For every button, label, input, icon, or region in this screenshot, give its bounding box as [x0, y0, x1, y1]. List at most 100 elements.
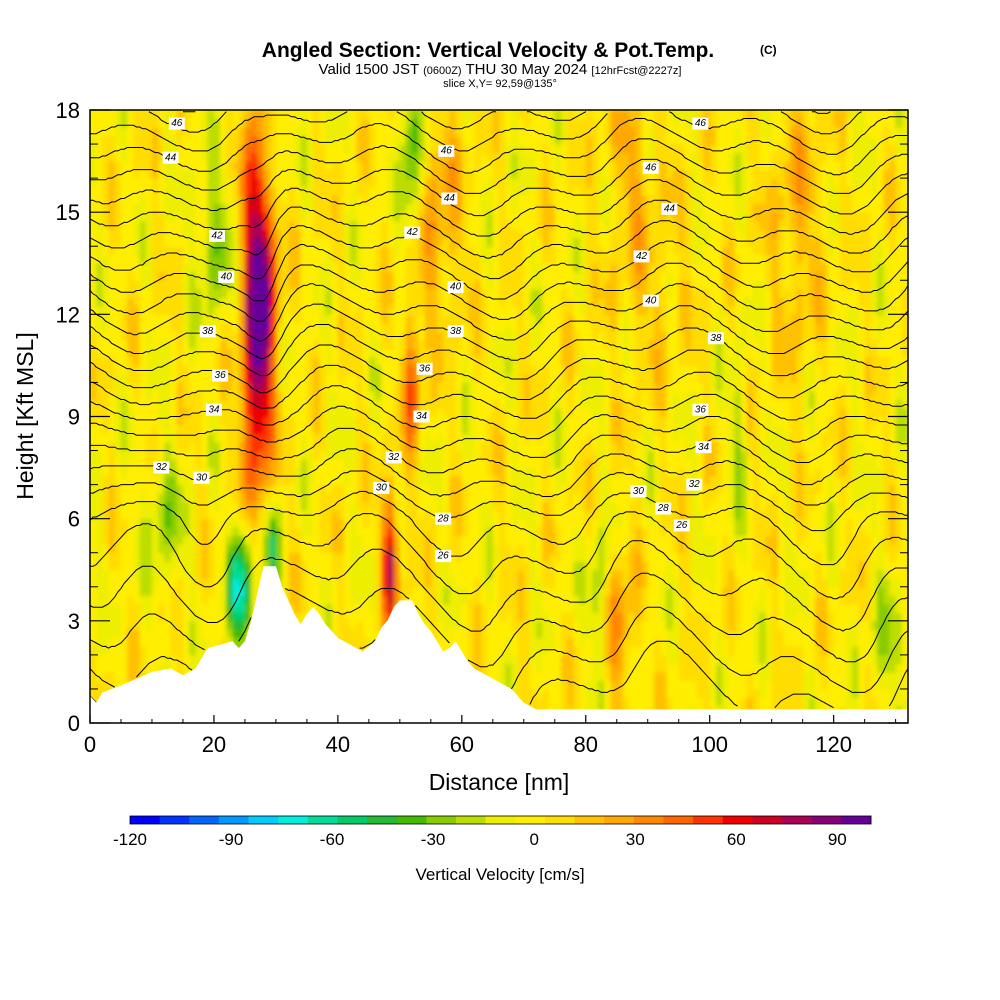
contour-label: 28: [657, 503, 670, 514]
contour-label-bg: [447, 281, 464, 294]
contour-label-bg: [199, 325, 216, 338]
theta-contour: [90, 364, 908, 421]
contour-label-bg: [695, 441, 712, 454]
terrain-fill: [90, 566, 908, 723]
colorbar-segment: [811, 816, 842, 824]
chart-title-suffix: (C): [760, 43, 777, 57]
theta-contour: [90, 385, 908, 443]
contour-label: 30: [376, 483, 388, 494]
contour-label: 26: [437, 551, 450, 562]
theta-contour: [90, 111, 908, 155]
y-tick-label: 18: [56, 98, 80, 123]
chart-title-text: Angled Section: Vertical Velocity & Pot.…: [262, 39, 714, 62]
colorbar-segment: [248, 816, 279, 824]
x-tick-label: 0: [84, 732, 96, 757]
colorbar-segment: [456, 816, 487, 824]
contour-label: 36: [695, 404, 707, 415]
colorbar-segment: [307, 816, 338, 824]
x-tick-label: 100: [691, 732, 728, 757]
theta-contour: [90, 158, 908, 217]
colorbar-segment: [604, 816, 635, 824]
y-axis-label: Height [Kft MSL]: [12, 332, 38, 499]
contour-label: 42: [407, 227, 419, 238]
theta-contour: [90, 283, 908, 343]
contour-label-bg: [642, 294, 659, 307]
colorbar-segment: [367, 816, 398, 824]
contour-label: 38: [450, 326, 462, 337]
theta-contour: [90, 606, 908, 693]
theta-contour: [90, 470, 908, 532]
contour-label-bg: [435, 550, 452, 563]
colorbar-segment: [130, 816, 161, 824]
forecast-info: [12hrFcst@2227z]: [591, 65, 681, 77]
contour-label: 34: [698, 442, 710, 453]
terrain: [90, 566, 908, 723]
contour-label-bg: [413, 410, 430, 423]
contour-label: 38: [710, 333, 722, 344]
contour-label-bg: [692, 117, 709, 130]
x-tick-label: 20: [202, 732, 226, 757]
contour-label: 40: [450, 282, 462, 293]
colorbar-tick-label: -120: [113, 830, 147, 849]
contour-label: 44: [165, 152, 177, 163]
colorbar-segment: [752, 816, 783, 824]
colorbar-segment: [278, 816, 309, 824]
contour-label-bg: [642, 161, 659, 174]
valid-time-date: THU 30 May 2024: [466, 61, 588, 78]
colorbar-segment: [693, 816, 724, 824]
contour-label: 36: [215, 370, 227, 381]
contour-label-bg: [438, 144, 455, 157]
contour-label-bg: [416, 362, 433, 375]
colorbar-tick-label: 30: [626, 830, 645, 849]
colorbar: [129, 815, 872, 825]
y-tick-label: 3: [68, 609, 80, 634]
contour-label-bg: [385, 451, 402, 464]
x-tick-label: 40: [326, 732, 350, 757]
theta-contour: [90, 138, 908, 194]
theta-contour: [90, 118, 908, 176]
colorbar-segment: [159, 816, 190, 824]
contour-label-bg: [441, 192, 458, 205]
chart-title: Angled Section: Vertical Velocity & Pot.…: [262, 39, 714, 62]
colorbar-tick-label: 60: [727, 830, 746, 849]
theta-contour: [90, 303, 908, 361]
theta-contour: [90, 240, 908, 302]
potential-temperature-contours: [90, 111, 908, 709]
colorbar-tick-labels: -120 -90 -60 -30 0 30 60 90: [113, 830, 847, 849]
y-tick-label: 0: [68, 711, 80, 736]
contour-label-bg: [218, 270, 235, 283]
colorbar-tick-label: -60: [320, 830, 345, 849]
valid-time-line: Valid 1500 JST (0600Z) THU 30 May 2024 […: [319, 61, 682, 78]
contour-label: 32: [388, 452, 400, 463]
contour-label: 28: [437, 513, 450, 524]
valid-time-utc: (0600Z): [423, 65, 462, 77]
colorbar-tick-label: 90: [828, 830, 847, 849]
contour-label: 30: [196, 472, 208, 483]
contour-label: 44: [664, 203, 676, 214]
theta-contour: [90, 220, 908, 280]
y-tick-label: 12: [56, 302, 80, 327]
contour-label: 26: [675, 520, 688, 531]
valid-time-prefix: Valid 1500 JST: [319, 61, 419, 78]
contour-label: 46: [441, 146, 453, 157]
contour-label: 46: [645, 163, 657, 174]
theta-contour: [90, 511, 908, 600]
colorbar-frame: [129, 815, 872, 825]
colorbar-segment: [544, 816, 575, 824]
theta-contour: [90, 262, 908, 322]
colorbar-segment: [337, 816, 368, 824]
contour-label-bg: [212, 369, 229, 382]
contour-label-bg: [630, 485, 647, 498]
colorbar-segment: [722, 816, 753, 824]
contour-label: 38: [202, 326, 214, 337]
contour-label: 40: [645, 295, 657, 306]
contour-label-bg: [633, 250, 650, 263]
contour-label-bg: [373, 482, 390, 494]
contour-label-bg: [692, 403, 709, 416]
y-tick-label: 9: [68, 405, 80, 430]
contour-label-bg: [162, 151, 179, 164]
colorbar-segment: [574, 816, 605, 824]
plot-area: 46 44 42 40 38 36 34 32 30 46 44 42 40 38 36 34 32 30 28 26…: [90, 110, 908, 723]
theta-contour: [90, 490, 908, 566]
